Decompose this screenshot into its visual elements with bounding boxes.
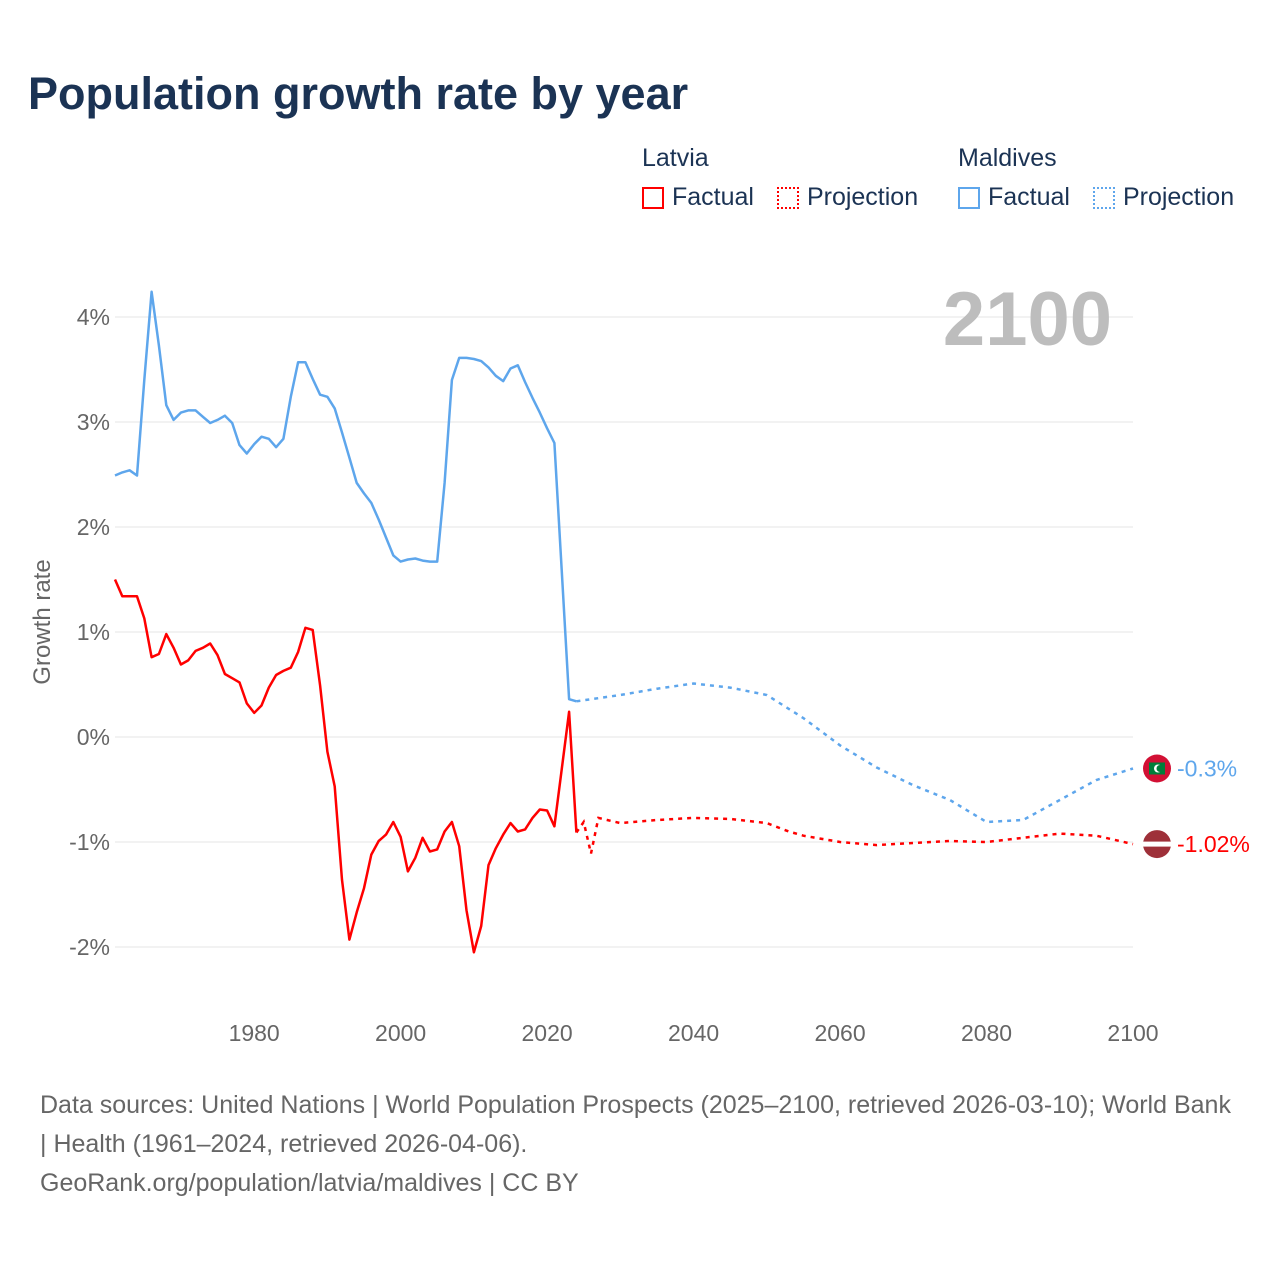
x-tick-label: 2100 [1107, 1020, 1158, 1046]
y-tick-label: -2% [69, 934, 110, 960]
x-tick-label: 2040 [668, 1020, 719, 1046]
legend-item-maldives-factual[interactable]: Factual [958, 183, 1070, 212]
y-tick-label: 1% [77, 619, 110, 645]
y-axis-ticks: -2% -1% 0% 1% 2% 3% 4% [69, 304, 110, 960]
x-tick-label: 2020 [522, 1020, 573, 1046]
series-line-latvia-projection [575, 816, 1134, 854]
legend-label: Projection [1122, 183, 1235, 211]
y-tick-label: 0% [77, 724, 110, 750]
series-line-maldives-projection [576, 682, 1134, 824]
legend-item-maldives-projection[interactable]: Projection [1092, 183, 1235, 212]
y-tick-label: -1% [69, 829, 110, 855]
x-tick-label: 2000 [375, 1020, 426, 1046]
legend-item-latvia-projection[interactable]: Projection [776, 183, 919, 212]
series-end-markers: -1.02% -0.3% [1143, 754, 1250, 859]
x-tick-label: 2080 [961, 1020, 1012, 1046]
series-line-maldives-factual [114, 290, 577, 703]
legend-maldives: Maldives Factual Projection [958, 144, 1234, 216]
legend-label: Projection [806, 183, 919, 211]
end-value-label-maldives: -0.3% [1177, 756, 1237, 782]
y-tick-label: 3% [77, 409, 110, 435]
chart-title: Population growth rate by year [28, 68, 689, 119]
legend-latvia: Latvia Factual Projection [642, 144, 934, 216]
flag-crescent-cut [1156, 765, 1164, 772]
legend-swatch-dotted [776, 186, 799, 209]
x-axis-ticks: 1980 2000 2020 2040 2060 2080 2100 [229, 1020, 1159, 1046]
footer: Data sources: United Nations | World Pop… [40, 1086, 1240, 1203]
legend-item-latvia-factual[interactable]: Factual [642, 183, 754, 212]
y-tick-label: 2% [77, 514, 110, 540]
year-display: 2100 [942, 277, 1112, 362]
gridlines [115, 316, 1133, 948]
x-tick-label: 2060 [814, 1020, 865, 1046]
series-lines [113, 290, 1134, 954]
legend-swatch-dotted [1092, 186, 1115, 209]
x-tick-label: 1980 [229, 1020, 280, 1046]
data-sources: Data sources: United Nations | World Pop… [40, 1091, 1231, 1158]
legend-label: Factual [988, 183, 1070, 211]
legend-label: Factual [672, 183, 754, 211]
y-tick-label: 4% [77, 304, 110, 330]
credit-link[interactable]: GeoRank.org/population/latvia/maldives |… [40, 1169, 579, 1197]
legend-swatch-solid [642, 186, 664, 209]
legend-title-latvia: Latvia [642, 144, 709, 172]
legend-title-maldives: Maldives [958, 144, 1057, 172]
flag-white-stripe [1143, 841, 1171, 847]
end-value-label-latvia: -1.02% [1177, 831, 1250, 857]
y-axis-label: Growth rate [29, 559, 56, 684]
series-line-latvia-factual [113, 579, 578, 954]
legend-swatch-solid [958, 186, 980, 209]
